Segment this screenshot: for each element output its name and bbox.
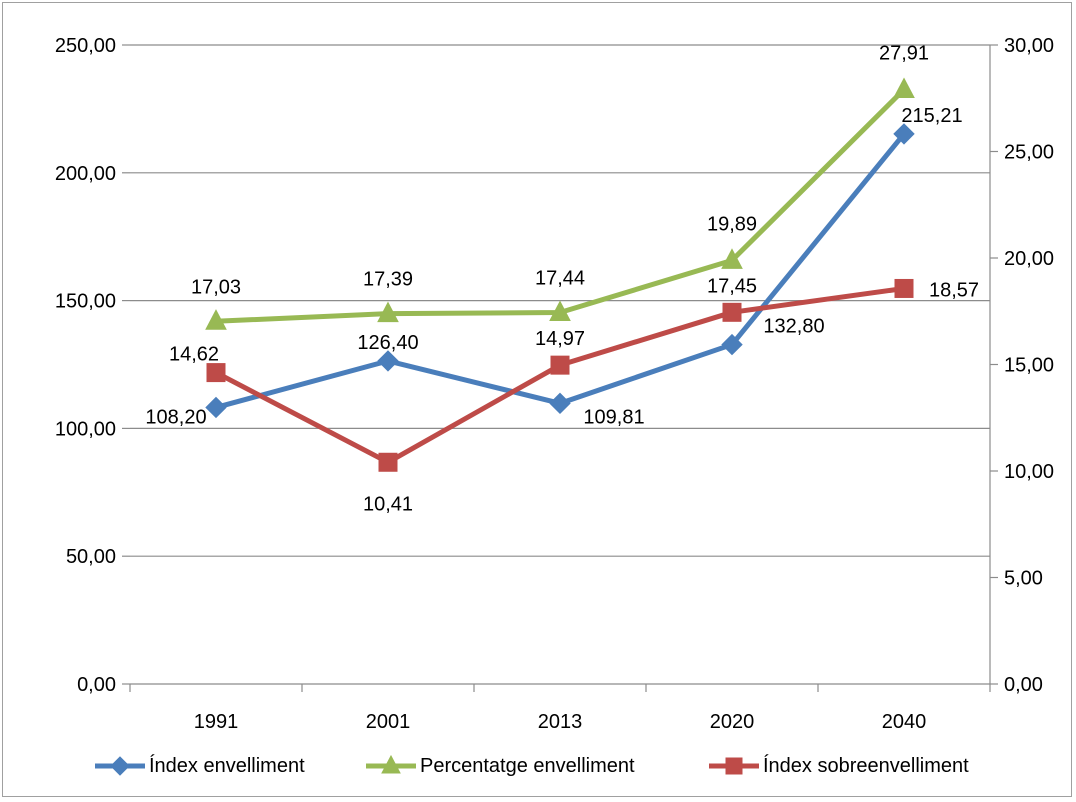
right-axis-tick-label: 15,00 — [1004, 355, 1054, 377]
x-axis-tick-label: 2001 — [366, 711, 411, 733]
legend-entry: Índex sobreenvelliment — [709, 754, 969, 777]
right-axis-tick-label: 20,00 — [1004, 248, 1054, 270]
x-axis-tick-label: 1991 — [194, 711, 239, 733]
data-point-marker — [550, 355, 570, 375]
left-axis-tick-label: 200,00 — [55, 163, 116, 185]
data-label: 14,97 — [535, 328, 585, 350]
data-label: 17,44 — [535, 268, 585, 290]
data-label: 126,40 — [357, 332, 418, 354]
data-point-marker — [893, 77, 915, 99]
data-label: 108,20 — [145, 406, 206, 428]
data-point-marker — [721, 333, 743, 356]
legend-entry: Índex envelliment — [95, 754, 305, 777]
data-point-marker — [721, 248, 743, 269]
left-axis-tick-label: 0,00 — [77, 674, 116, 696]
legend-label: Percentatge envelliment — [420, 755, 635, 777]
series-square — [206, 278, 914, 472]
left-axis-tick-label: 250,00 — [55, 35, 116, 57]
data-label: 14,62 — [169, 344, 219, 366]
legend: Índex envelliment Percentatge envelliment… — [95, 754, 969, 777]
legend-label: Índex envelliment — [149, 754, 305, 777]
data-label: 215,21 — [901, 105, 962, 127]
data-label: 17,45 — [707, 275, 757, 297]
data-label: 17,03 — [191, 276, 241, 298]
data-label: 10,41 — [363, 493, 413, 515]
data-label: 132,80 — [763, 316, 824, 338]
legend-swatch-marker — [381, 754, 401, 774]
data-label: 17,39 — [363, 269, 413, 291]
gridlines — [130, 44, 990, 685]
data-point-marker — [377, 350, 399, 372]
legend-label: Índex sobreenvelliment — [763, 754, 969, 777]
data-labels: 108,20 126,40 109,81 132,80 215,21 17,03 17,39… — [145, 43, 979, 516]
left-axis-tick-label: 150,00 — [55, 291, 116, 313]
axes: 0,00 50,00 100,00 150,00 200,00 250,00 0,00 5,0… — [55, 35, 1054, 733]
right-axis-tick-label: 10,00 — [1004, 461, 1054, 483]
data-label: 19,89 — [707, 213, 757, 235]
data-point-marker — [549, 392, 571, 415]
left-axis-tick-label: 100,00 — [55, 418, 116, 440]
legend-swatch-marker — [110, 756, 130, 776]
right-axis-tick-label: 25,00 — [1004, 142, 1054, 164]
series-diamond — [205, 123, 915, 419]
series-triangle — [205, 77, 915, 330]
legend-entry: Percentatge envelliment — [366, 754, 635, 777]
data-point-marker — [722, 302, 742, 322]
left-axis-tick-label: 50,00 — [66, 546, 116, 568]
series-group — [205, 77, 915, 472]
data-point-marker — [549, 300, 571, 322]
right-axis-tick-label: 0,00 — [1004, 674, 1043, 696]
legend-swatch-marker — [725, 757, 743, 775]
line-chart: 0,00 50,00 100,00 150,00 200,00 250,00 0,00 5,0… — [55, 35, 1054, 777]
data-point-marker — [893, 123, 915, 145]
x-axis-tick-label: 2020 — [710, 711, 755, 733]
data-label: 18,57 — [929, 279, 979, 301]
data-point-marker — [378, 452, 398, 472]
x-axis-tick-label: 2040 — [882, 711, 927, 733]
data-point-marker — [377, 301, 399, 323]
data-point-marker — [206, 363, 226, 383]
right-axis-tick-label: 30,00 — [1004, 35, 1054, 57]
data-point-marker — [894, 278, 914, 298]
right-axis-tick-label: 5,00 — [1004, 568, 1043, 590]
data-label: 27,91 — [879, 43, 929, 65]
data-label: 109,81 — [583, 406, 644, 428]
data-point-marker — [205, 309, 227, 330]
data-point-marker — [205, 396, 227, 419]
x-axis-tick-label: 2013 — [538, 711, 583, 733]
